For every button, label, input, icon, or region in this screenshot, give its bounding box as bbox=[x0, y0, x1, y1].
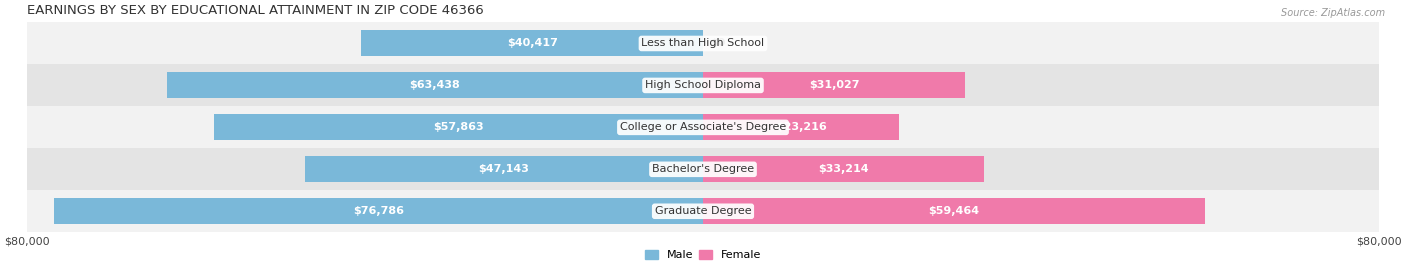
Text: $40,417: $40,417 bbox=[506, 39, 558, 49]
Text: $76,786: $76,786 bbox=[353, 206, 404, 216]
Text: $47,143: $47,143 bbox=[478, 164, 529, 174]
Text: College or Associate's Degree: College or Associate's Degree bbox=[620, 122, 786, 132]
Legend: Male, Female: Male, Female bbox=[640, 245, 766, 265]
Bar bbox=[167, 72, 703, 98]
Bar bbox=[703, 72, 965, 98]
Bar bbox=[27, 64, 1379, 106]
Text: $57,863: $57,863 bbox=[433, 122, 484, 132]
Bar bbox=[703, 156, 984, 182]
Text: $23,216: $23,216 bbox=[776, 122, 827, 132]
Text: Graduate Degree: Graduate Degree bbox=[655, 206, 751, 216]
Text: Bachelor's Degree: Bachelor's Degree bbox=[652, 164, 754, 174]
Bar bbox=[361, 31, 703, 57]
Text: $33,214: $33,214 bbox=[818, 164, 869, 174]
Bar bbox=[27, 148, 1379, 190]
Text: Source: ZipAtlas.com: Source: ZipAtlas.com bbox=[1281, 8, 1385, 18]
Text: $0: $0 bbox=[710, 39, 725, 49]
Bar bbox=[703, 114, 900, 140]
Text: EARNINGS BY SEX BY EDUCATIONAL ATTAINMENT IN ZIP CODE 46366: EARNINGS BY SEX BY EDUCATIONAL ATTAINMEN… bbox=[27, 4, 484, 17]
Bar bbox=[703, 198, 1205, 224]
Bar bbox=[55, 198, 703, 224]
Bar bbox=[214, 114, 703, 140]
Bar bbox=[27, 23, 1379, 64]
Bar bbox=[27, 190, 1379, 232]
Text: High School Diploma: High School Diploma bbox=[645, 80, 761, 90]
Text: $63,438: $63,438 bbox=[409, 80, 460, 90]
Text: $59,464: $59,464 bbox=[929, 206, 980, 216]
Text: Less than High School: Less than High School bbox=[641, 39, 765, 49]
Bar bbox=[305, 156, 703, 182]
Bar bbox=[27, 106, 1379, 148]
Text: $31,027: $31,027 bbox=[808, 80, 859, 90]
